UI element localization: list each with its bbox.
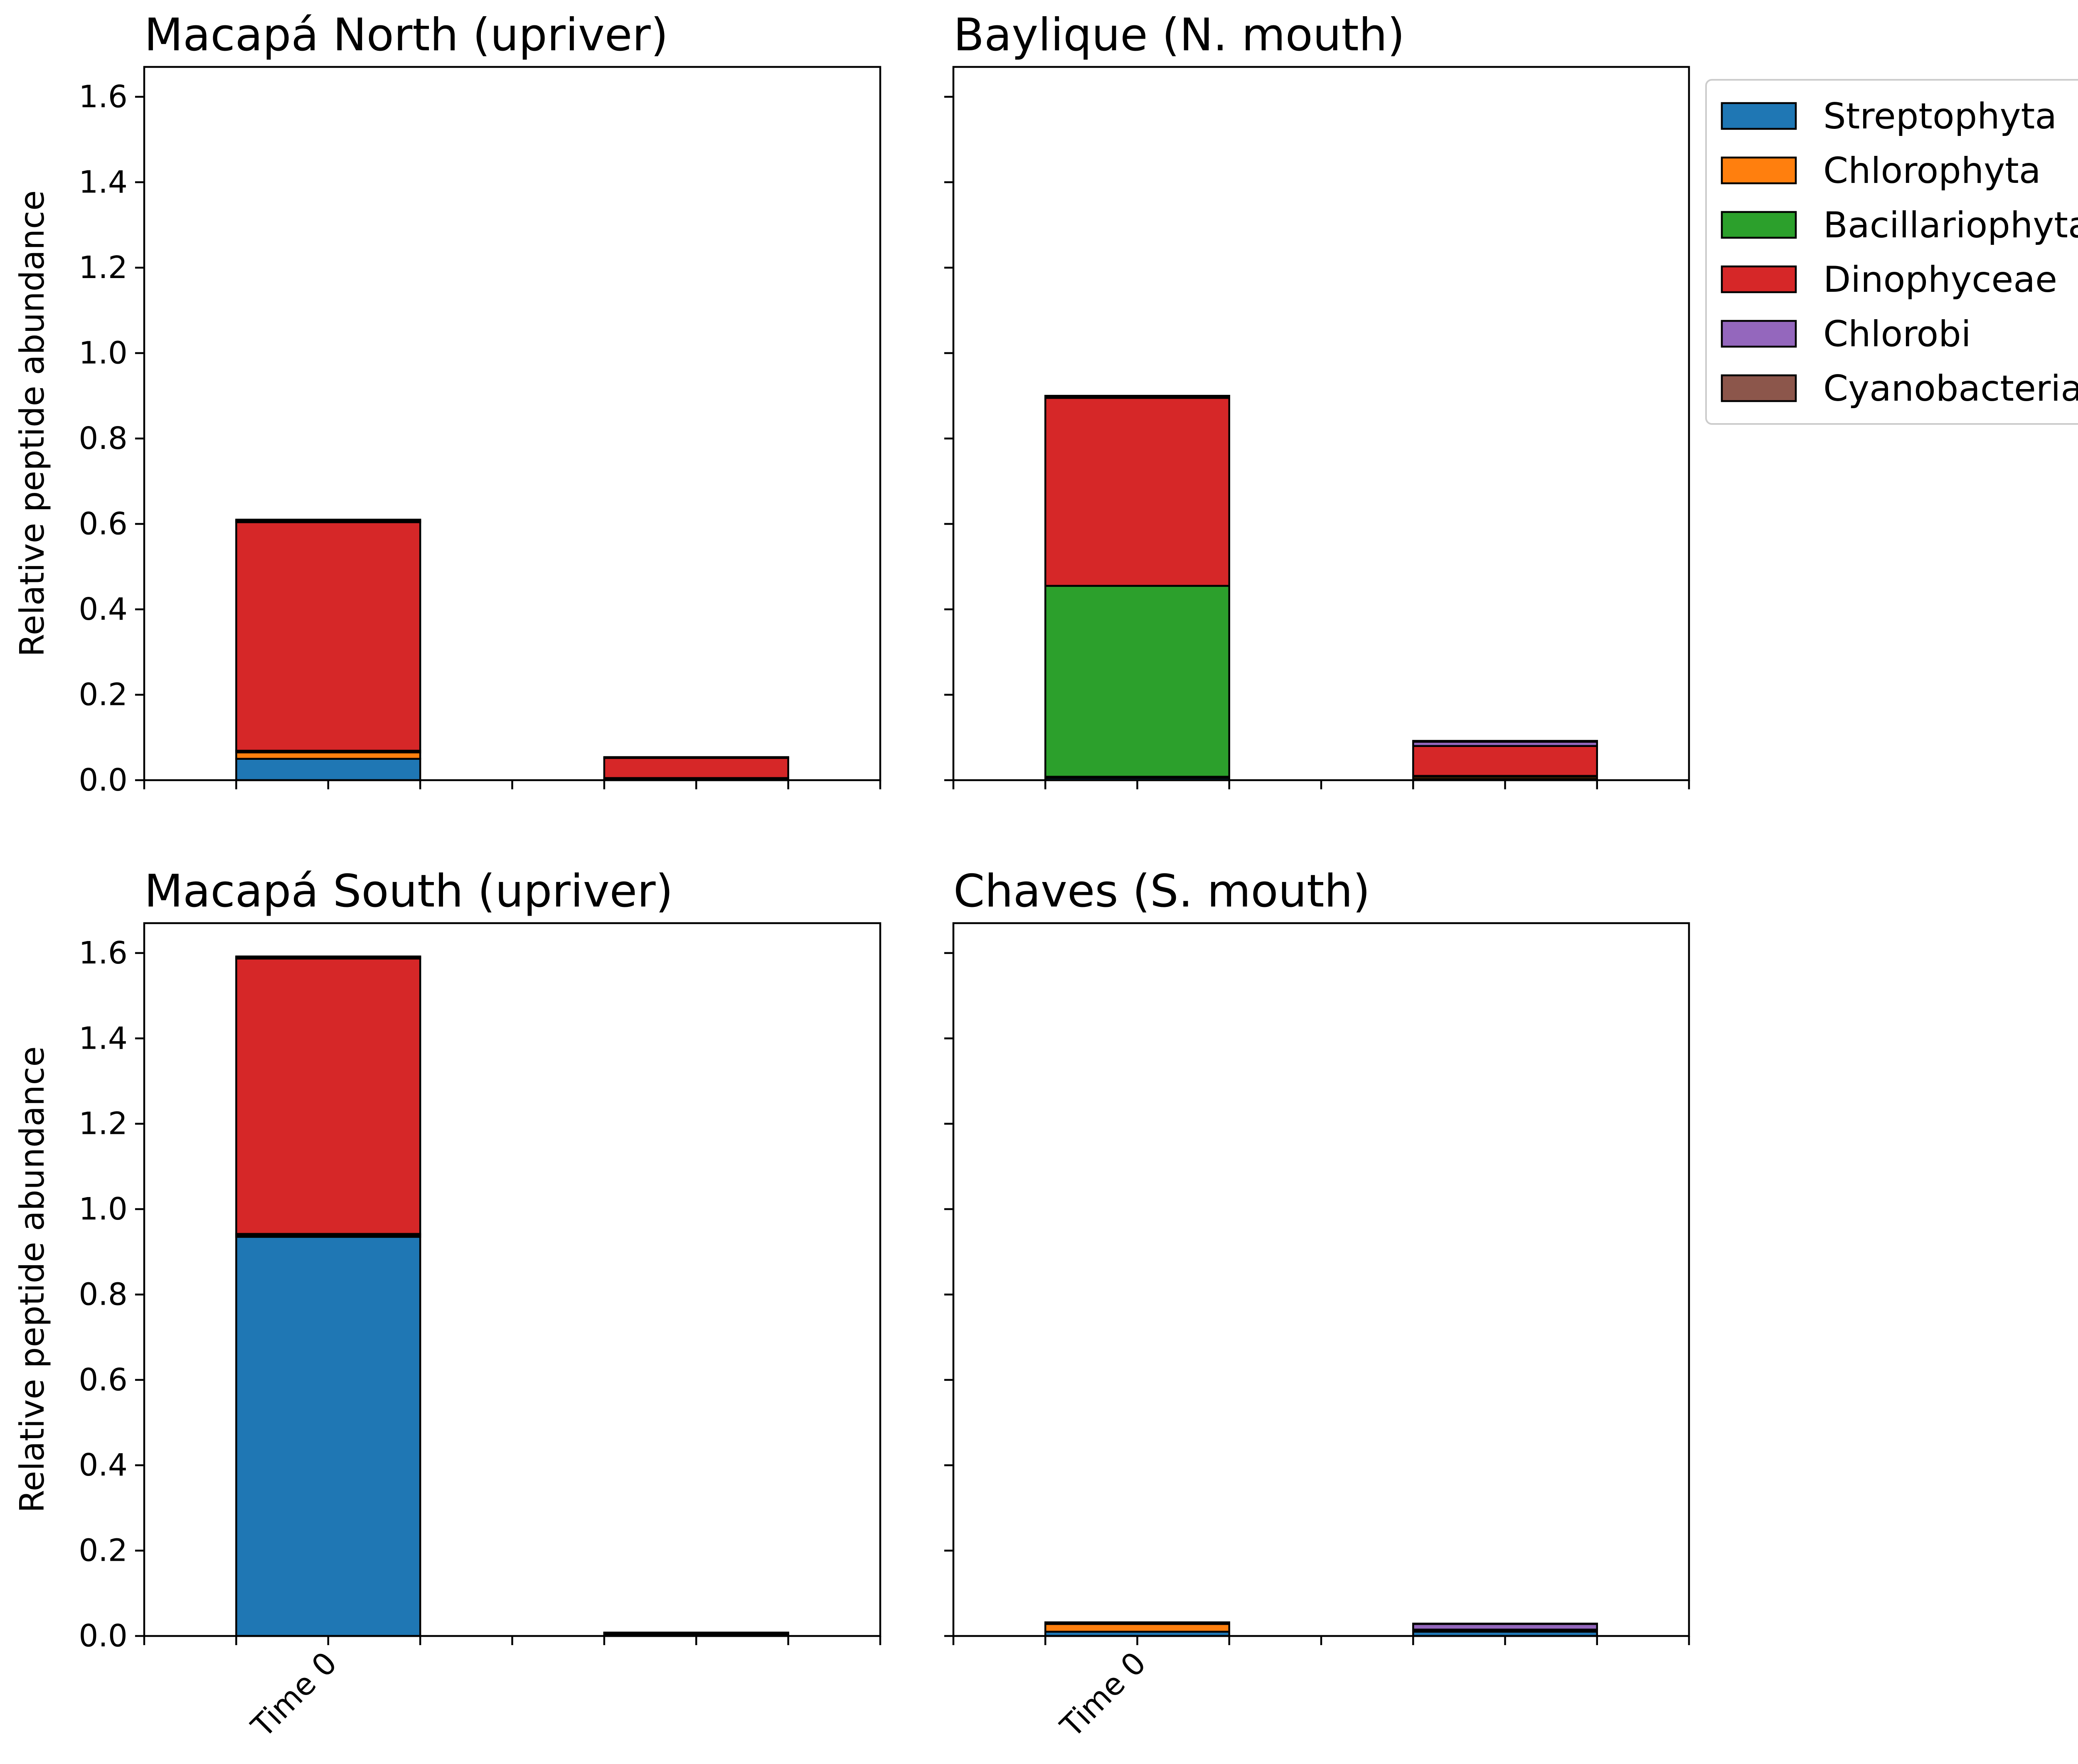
y-tick-label: 1.6 xyxy=(79,79,128,115)
bar-segment-dinophyceae xyxy=(603,757,789,779)
x-tick-label: Time 0 xyxy=(1054,1645,1153,1744)
bar-segment-cyanobacteria xyxy=(235,518,421,522)
bar-segment-chlorophyta xyxy=(1044,1623,1230,1633)
y-tick-label: 0.6 xyxy=(79,506,128,542)
legend-swatch-cyanobacteria xyxy=(1721,374,1797,402)
y-tick-label: 1.2 xyxy=(79,250,128,286)
legend-label: Chlorophyta xyxy=(1823,150,2041,192)
bar-segment-cyanobacteria xyxy=(1044,1621,1230,1624)
panel-title: Macapá South (upriver) xyxy=(144,865,673,917)
y-axis-label: Relative peptide abundance xyxy=(13,190,52,657)
legend-label: Streptophyta xyxy=(1823,96,2057,137)
bar-segment-dinophyceae xyxy=(235,521,421,752)
y-tick-label: 0.4 xyxy=(79,591,128,627)
y-tick-label: 1.0 xyxy=(79,335,128,371)
legend-frame xyxy=(1705,79,2078,425)
bar-segment-cyanobacteria xyxy=(1044,394,1230,398)
legend-label: Chlorobi xyxy=(1823,313,1971,355)
panel-3: Macapá South (upriver) 0.0 0.2 0.4 0.6 0.8 1.0… xyxy=(13,865,881,1744)
y-tick-label: 0.2 xyxy=(79,1533,128,1569)
legend-label: Cyanobacteria xyxy=(1823,368,2078,409)
panel-4: Chaves (S. mouth) Time 0 xyxy=(944,865,1690,1744)
legend-label: Dinophyceae xyxy=(1823,259,2057,301)
bar-segment-chlorobi xyxy=(603,756,789,759)
bar-segment-chlorophyta xyxy=(235,751,421,760)
y-tick-label: 0.6 xyxy=(79,1362,128,1398)
y-tick-label: 1.0 xyxy=(79,1191,128,1227)
panel-2: Baylique (N. mouth) xyxy=(944,9,1690,789)
bar-segment-streptophyta xyxy=(235,758,421,781)
panel-1: Macapá North (upriver) 0.0 0.2 0.4 0.6 0.8 1.0… xyxy=(13,9,881,798)
y-tick-label: 0.8 xyxy=(79,1276,128,1312)
legend-swatch-chlorobi xyxy=(1721,320,1797,348)
panel-title: Baylique (N. mouth) xyxy=(953,9,1405,61)
legend-swatch-streptophyta xyxy=(1721,102,1797,130)
x-tick-label: Time 0 xyxy=(244,1645,344,1744)
legend-swatch-chlorophyta xyxy=(1721,156,1797,185)
y-tick-label: 1.4 xyxy=(79,164,128,200)
bar-segment-streptophyta xyxy=(235,1236,421,1637)
y-tick-label: 1.2 xyxy=(79,1106,128,1142)
plot-frame xyxy=(952,922,1690,1637)
y-tick-label: 0.0 xyxy=(79,1618,128,1654)
y-axis-label: Relative peptide abundance xyxy=(13,1046,52,1513)
y-tick-label: 0.0 xyxy=(79,762,128,798)
legend-label: Bacillariophyta xyxy=(1823,204,2078,246)
y-tick-label: 0.4 xyxy=(79,1447,128,1483)
bar-segment-cyanobacteria xyxy=(1412,740,1598,743)
y-tick-label: 1.4 xyxy=(79,1020,128,1056)
legend: Streptophyta Chlorophyta Bacillariophyta Di… xyxy=(1705,79,2078,425)
y-tick-label: 0.8 xyxy=(79,421,128,456)
panel-title: Macapá North (upriver) xyxy=(144,9,668,61)
bar-segment-cyanobacteria xyxy=(235,955,421,958)
bar-segment-dinophyceae xyxy=(1412,745,1598,777)
y-tick-label: 0.2 xyxy=(79,677,128,712)
y-tick-label: 1.6 xyxy=(79,935,128,971)
bar-segment-bacillariophyta xyxy=(1044,585,1230,778)
panel-title: Chaves (S. mouth) xyxy=(953,865,1370,917)
legend-swatch-bacillariophyta xyxy=(1721,211,1797,239)
legend-swatch-dinophyceae xyxy=(1721,265,1797,293)
bar-segment-dinophyceae xyxy=(235,957,421,1235)
bar-segment-dinophyceae xyxy=(1044,397,1230,587)
